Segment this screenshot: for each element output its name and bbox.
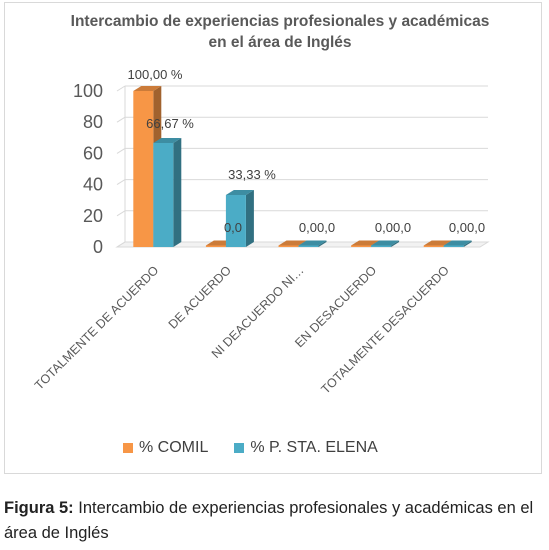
data-label: 100,00 % xyxy=(128,67,183,82)
bar-side xyxy=(463,240,472,247)
legend-swatch-comil xyxy=(123,443,133,453)
category-label: DE ACUERDO xyxy=(166,263,235,332)
data-label: 66,67 % xyxy=(146,116,194,131)
y-tick-label: 80 xyxy=(83,112,103,132)
legend: % COMIL % P. STA. ELENA xyxy=(123,438,378,458)
caption-label: Figura 5: xyxy=(4,499,74,517)
chart-title: Intercambio de experiencias profesionale… xyxy=(70,13,490,51)
bar-side xyxy=(173,137,182,247)
gridline-diagonal xyxy=(116,85,126,92)
legend-swatch-sta-elena xyxy=(234,443,245,453)
data-label: 0,00,0 xyxy=(449,220,485,235)
bar-top xyxy=(298,240,327,246)
legend-label-sta-elena: % P. STA. ELENA xyxy=(250,439,378,456)
bar xyxy=(371,245,392,247)
y-tick-label: 20 xyxy=(83,206,103,226)
gridline-diagonal xyxy=(116,147,126,154)
data-label: 0,00,0 xyxy=(375,220,411,235)
y-tick-label: 0 xyxy=(93,237,103,257)
data-label: 0,0 xyxy=(224,220,242,235)
bar-top xyxy=(278,240,307,246)
bar xyxy=(298,245,319,247)
gridline-diagonal xyxy=(116,116,126,123)
bar xyxy=(351,245,372,247)
bar xyxy=(423,245,444,247)
legend-label-comil: % COMIL xyxy=(139,439,209,456)
legend-item-sta-elena: % P. STA. ELENA xyxy=(234,438,378,458)
bar-top xyxy=(351,240,380,246)
bar-side xyxy=(318,240,327,247)
gridline-diagonal xyxy=(116,179,126,186)
bar-top xyxy=(371,240,400,246)
bar-top xyxy=(423,240,452,246)
bar xyxy=(133,91,154,247)
category-label: TOTALMENTE DESACUERDO xyxy=(318,263,452,397)
bar-side xyxy=(391,240,400,247)
gridline-diagonal xyxy=(116,241,126,248)
data-label: 33,33 % xyxy=(228,167,276,182)
category-label: EN DESACUERDO xyxy=(292,263,379,350)
bar xyxy=(205,245,226,247)
y-tick-label: 100 xyxy=(73,81,103,101)
bar xyxy=(153,142,174,247)
bar-top xyxy=(225,190,254,196)
category-label: TOTALMENTE DE ACUERDO xyxy=(32,263,162,393)
y-tick-label: 60 xyxy=(83,143,103,163)
caption-text: Intercambio de experiencias profesionale… xyxy=(4,499,534,542)
bar-top xyxy=(153,137,182,143)
bar-top xyxy=(443,240,472,246)
y-tick-label: 40 xyxy=(83,175,103,195)
bar xyxy=(225,195,246,247)
chart-frame: Intercambio de experiencias profesionale… xyxy=(4,2,542,474)
legend-item-comil: % COMIL xyxy=(123,438,208,458)
bar-side xyxy=(245,190,254,247)
figure-caption: Figura 5: Intercambio de experiencias pr… xyxy=(4,496,544,546)
bar-top xyxy=(133,86,162,91)
bar xyxy=(278,245,299,247)
data-label: 0,00,0 xyxy=(299,220,335,235)
gridline-diagonal xyxy=(116,210,126,217)
bar xyxy=(443,245,464,247)
